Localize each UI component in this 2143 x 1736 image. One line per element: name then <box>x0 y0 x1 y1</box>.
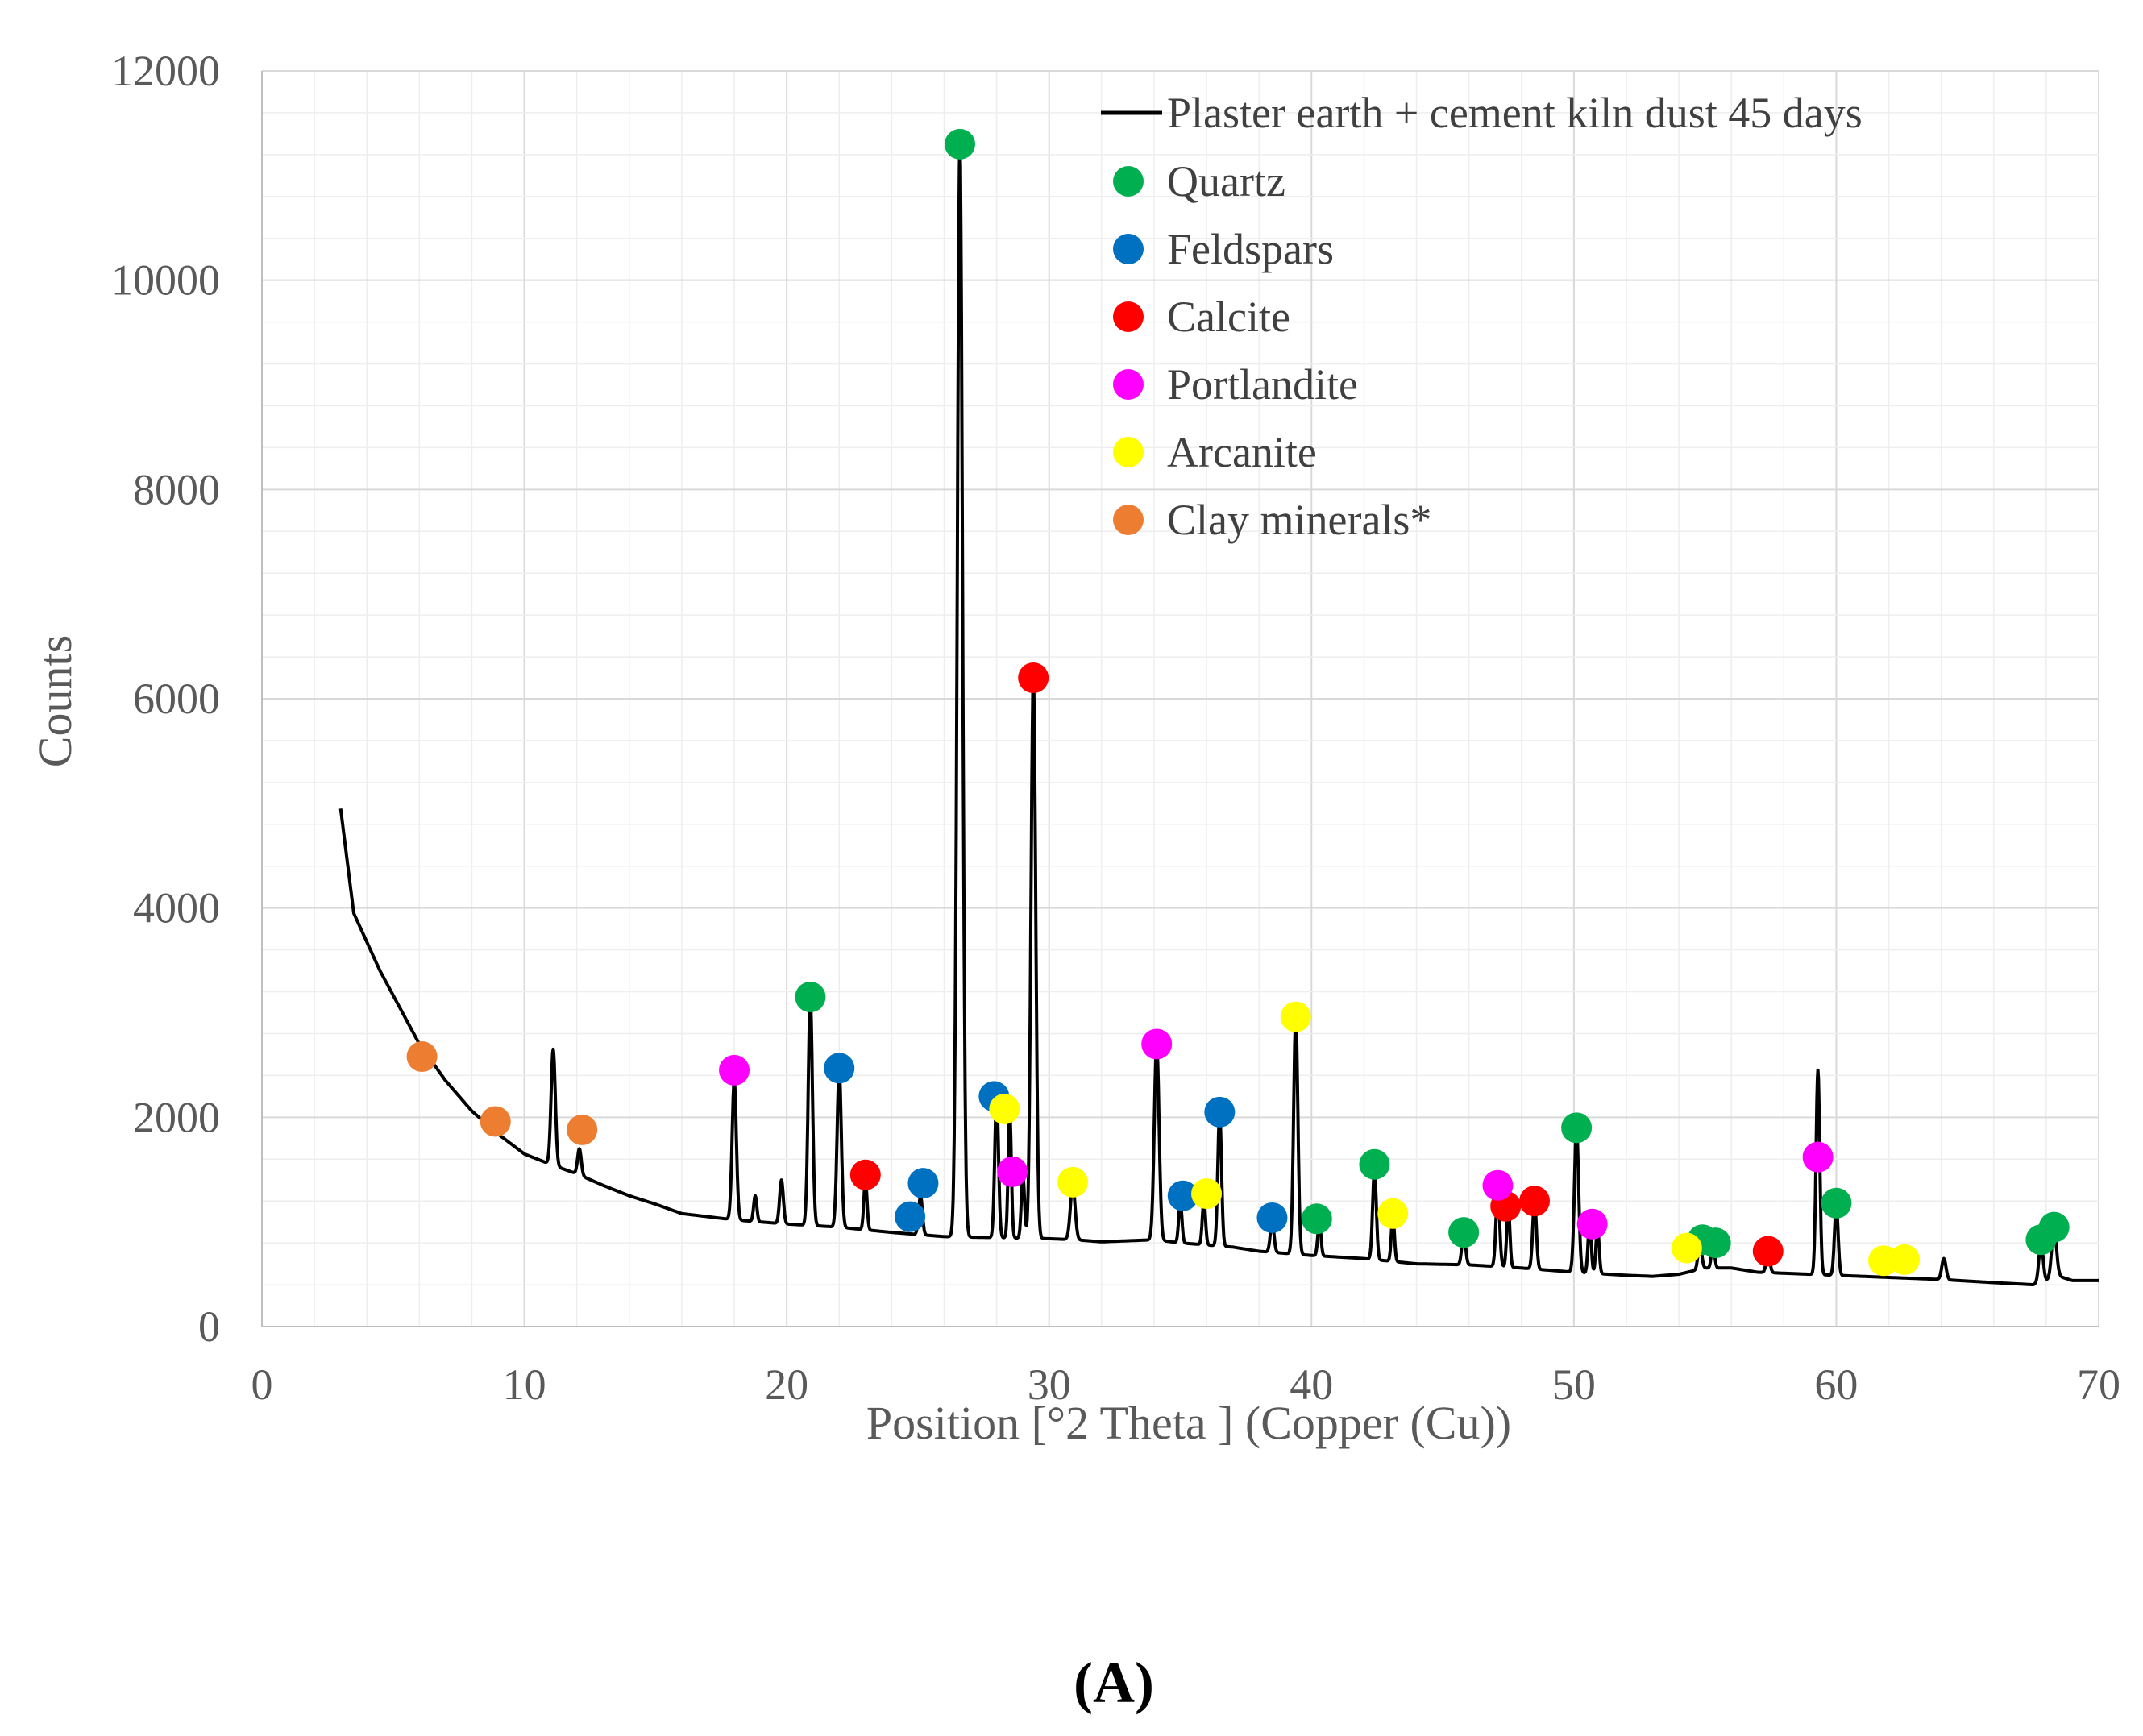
marker-arcanite <box>1377 1198 1409 1229</box>
marker-portlandite <box>997 1156 1028 1187</box>
legend-label-quartz: Quartz <box>1167 157 1285 206</box>
legend-marker-quartz <box>1113 166 1144 197</box>
x-tick-label: 50 <box>1552 1360 1596 1409</box>
x-tick-label: 70 <box>2077 1360 2120 1409</box>
marker-feldspars <box>907 1168 939 1199</box>
legend-label-line: Plaster earth + cement kiln dust 45 days <box>1167 89 1863 137</box>
marker-quartz <box>1700 1227 1731 1259</box>
y-tick-label: 6000 <box>133 675 220 723</box>
marker-portlandite <box>1802 1141 1834 1173</box>
y-tick-labels: 0 2000 4000 6000 8000 10000 12000 <box>111 47 220 1351</box>
marker-quartz <box>795 982 826 1013</box>
marker-feldspars <box>824 1053 855 1084</box>
x-tick-label: 10 <box>503 1360 546 1409</box>
marker-feldspars <box>1204 1096 1236 1128</box>
legend-marker-feldspars <box>1113 234 1144 264</box>
marker-quartz <box>1561 1112 1593 1144</box>
axes <box>261 71 2099 1327</box>
legend-marker-arcanite <box>1113 437 1144 467</box>
marker-clay-minerals <box>480 1106 511 1137</box>
marker-clay-minerals <box>567 1114 598 1145</box>
x-tick-label: 40 <box>1290 1360 1333 1409</box>
y-axis-title: Counts <box>29 635 81 767</box>
legend-label-arcanite: Arcanite <box>1167 428 1317 476</box>
panel-label: (A) <box>1074 1651 1154 1715</box>
marker-quartz <box>945 128 976 160</box>
marker-arcanite <box>1191 1178 1223 1210</box>
y-tick-label: 4000 <box>133 884 220 932</box>
x-tick-label: 30 <box>1028 1360 1071 1409</box>
y-tick-label: 0 <box>198 1302 220 1351</box>
marker-arcanite <box>1671 1232 1702 1264</box>
marker-calcite <box>1752 1236 1784 1267</box>
marker-arcanite <box>1280 1001 1311 1032</box>
marker-calcite <box>1018 662 1049 694</box>
x-tick-label: 0 <box>251 1360 273 1409</box>
legend-label-feldspars: Feldspars <box>1167 225 1334 273</box>
marker-portlandite <box>719 1054 750 1086</box>
x-axis-title: Position [°2 Theta ] (Copper (Cu)) <box>866 1397 1511 1449</box>
legend-marker-entries: Quartz Feldspars Calcite Portlandite Arcanit… <box>1113 157 1431 544</box>
legend-label-portlandite: Portlandite <box>1167 360 1358 409</box>
legend-label-calcite: Calcite <box>1167 293 1290 341</box>
x-tick-labels: 0 10 20 30 40 50 60 70 <box>251 1360 2121 1409</box>
legend-label-clay-minerals: Clay minerals* <box>1167 496 1431 544</box>
marker-feldspars <box>1167 1180 1198 1211</box>
y-tick-label: 8000 <box>133 465 220 513</box>
x-tick-label: 20 <box>765 1360 808 1409</box>
y-tick-label: 2000 <box>133 1093 220 1141</box>
legend: Plaster earth + cement kiln dust 45 days… <box>1101 89 1863 544</box>
x-tick-label: 60 <box>1814 1360 1858 1409</box>
legend-marker-portlandite <box>1113 369 1144 400</box>
y-tick-label: 10000 <box>111 256 220 305</box>
legend-marker-clay-minerals <box>1113 505 1144 535</box>
marker-arcanite <box>989 1093 1020 1124</box>
marker-quartz <box>1301 1203 1332 1235</box>
marker-clay-minerals <box>406 1041 438 1073</box>
panel-label-letter: A <box>1093 1651 1135 1715</box>
marker-quartz <box>1821 1187 1852 1219</box>
phase-markers <box>406 128 2070 1277</box>
marker-arcanite <box>1057 1166 1089 1198</box>
legend-marker-calcite <box>1113 301 1144 332</box>
marker-portlandite <box>1482 1169 1514 1201</box>
marker-calcite <box>849 1159 881 1190</box>
marker-quartz <box>1448 1217 1480 1248</box>
marker-calcite <box>1519 1186 1551 1217</box>
marker-feldspars <box>895 1201 926 1232</box>
y-tick-label: 12000 <box>111 47 220 95</box>
marker-portlandite <box>1576 1208 1608 1240</box>
marker-feldspars <box>1256 1202 1288 1233</box>
marker-quartz <box>1359 1148 1390 1180</box>
marker-portlandite <box>1141 1028 1173 1060</box>
marker-arcanite <box>1889 1244 1921 1275</box>
marker-quartz <box>2038 1211 2070 1243</box>
grid <box>261 70 2099 1327</box>
